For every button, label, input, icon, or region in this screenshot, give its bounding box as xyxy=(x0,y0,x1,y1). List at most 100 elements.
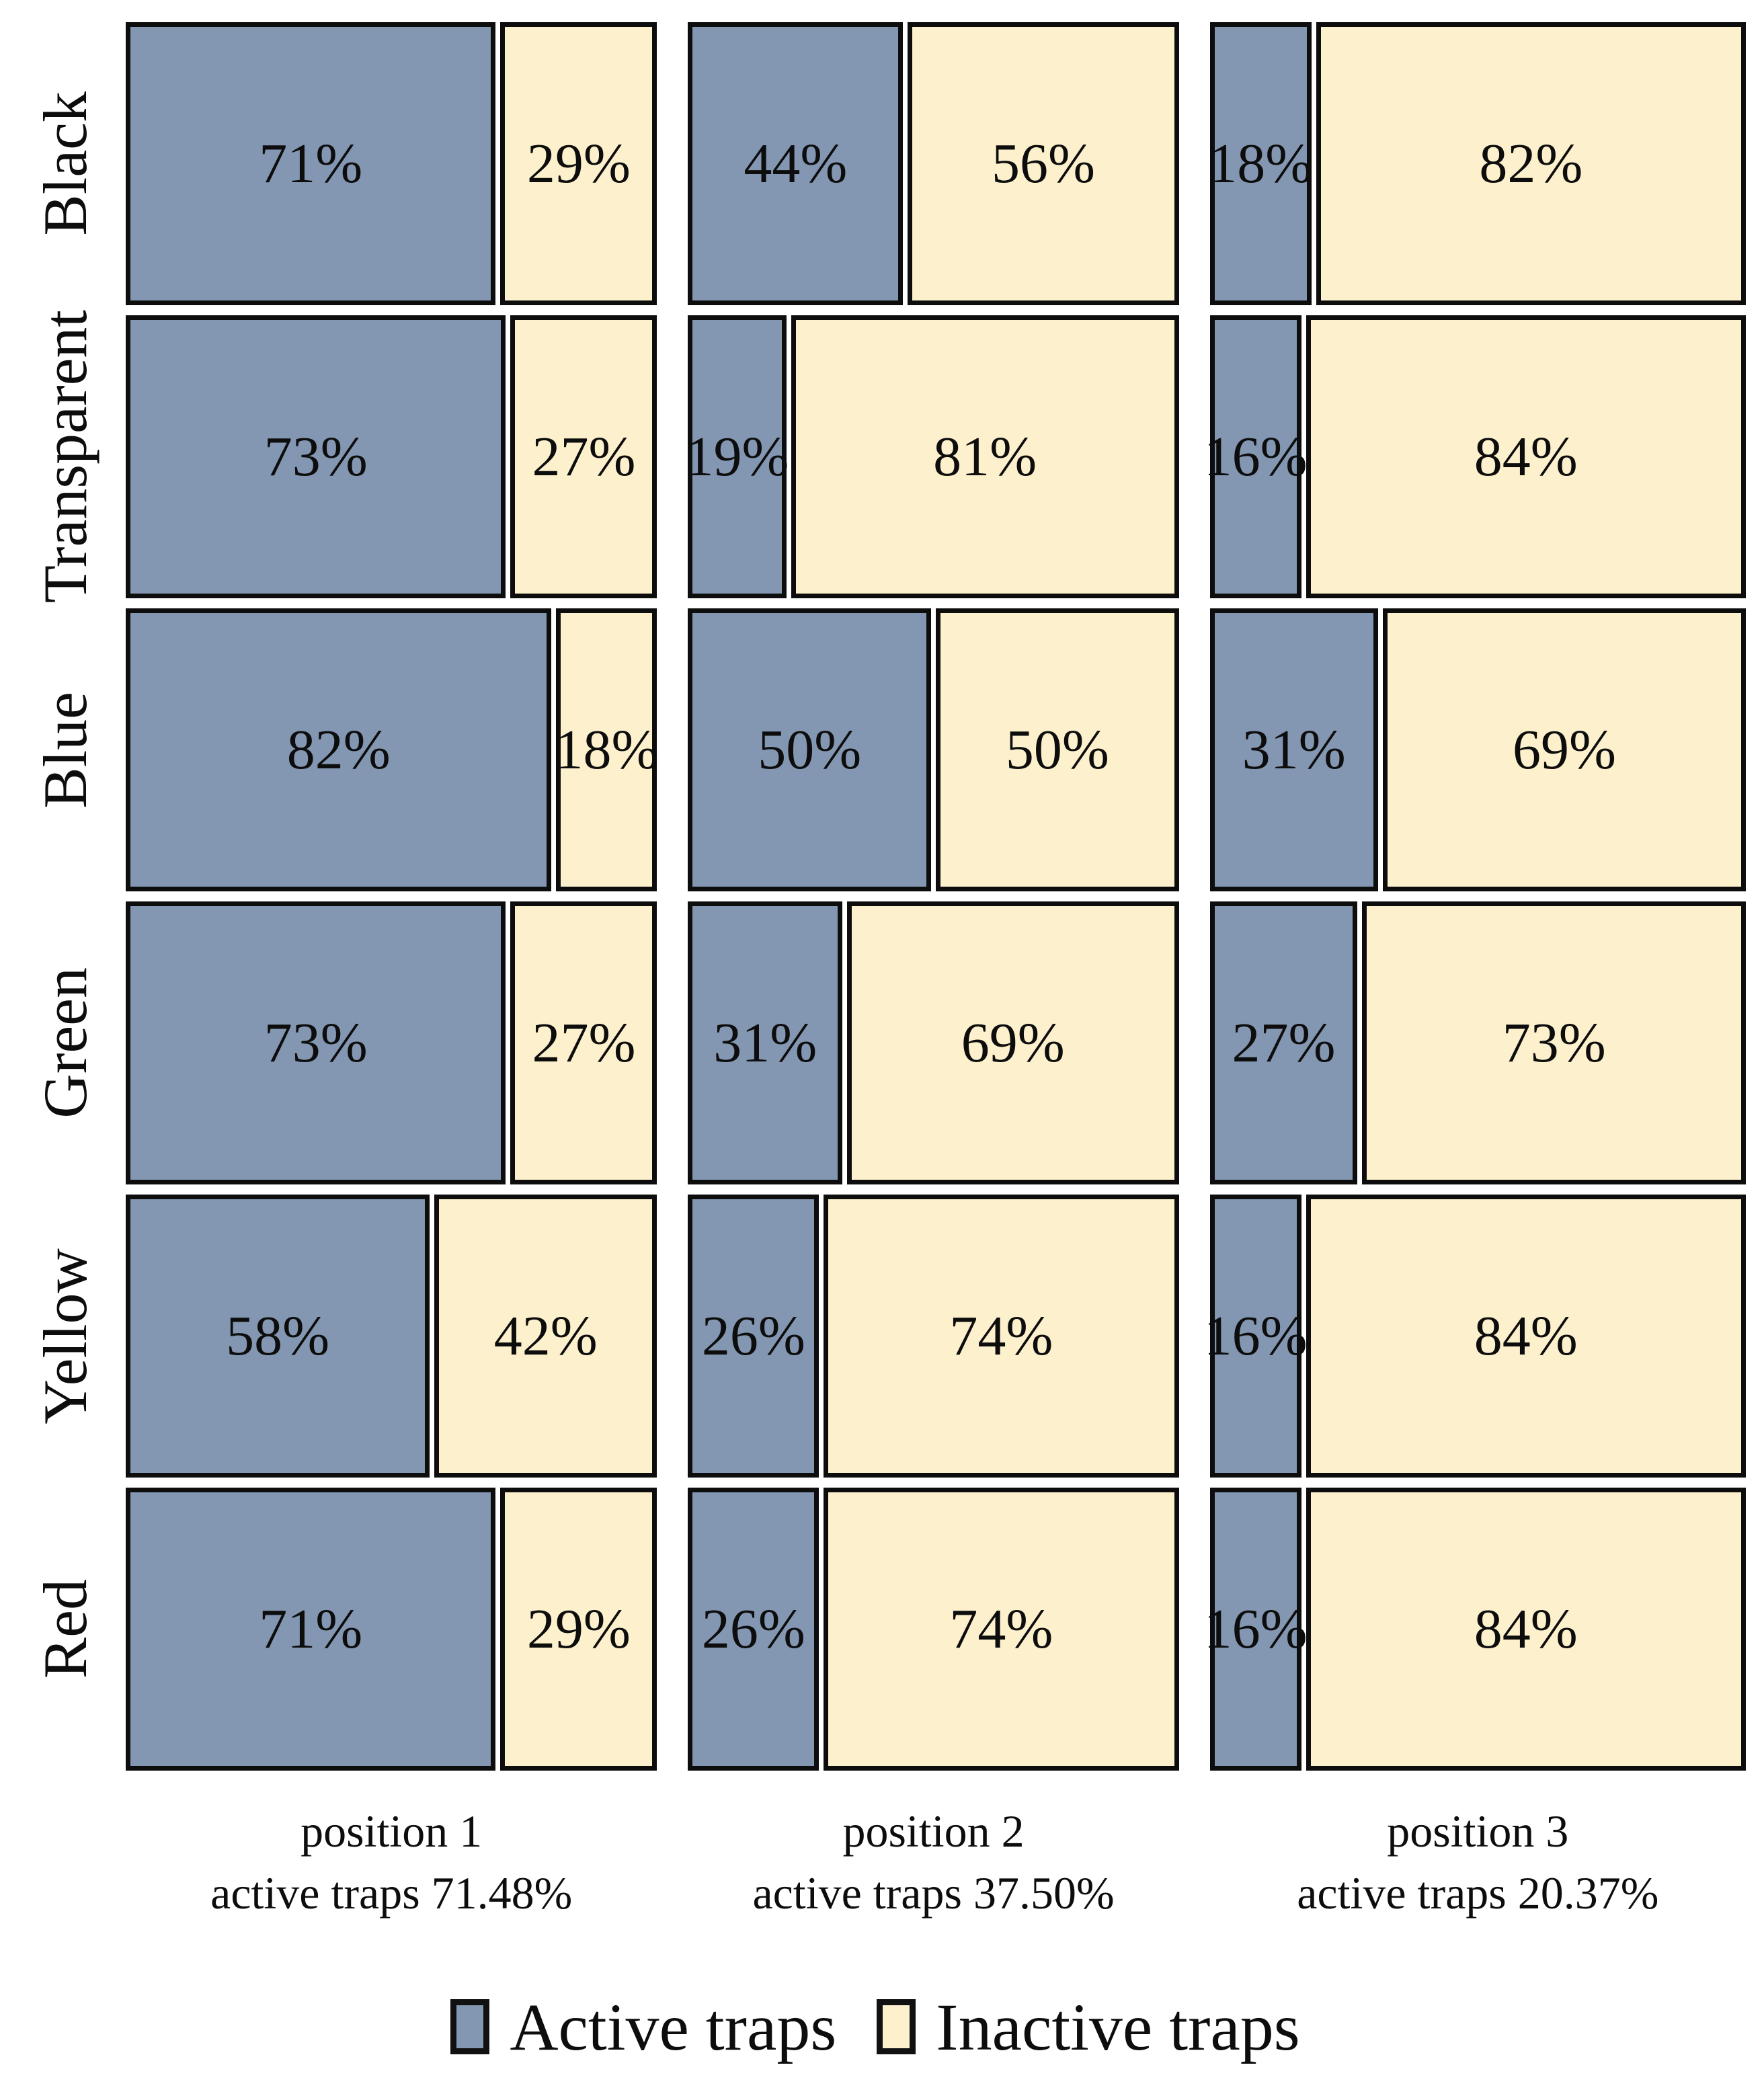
cell-transparent-pos1: 73% 27% xyxy=(126,315,657,598)
legend-swatch-icon xyxy=(450,1999,490,2055)
segment-percentage-label: 73% xyxy=(1502,1012,1606,1074)
active-segment: 26% xyxy=(688,1195,819,1478)
axis-columns: position 1 active traps 71.48% position 2 a… xyxy=(126,1801,1746,1925)
cell-transparent-pos2: 19% 81% xyxy=(685,315,1179,598)
cell-yellow-pos3: 16% 84% xyxy=(1204,1195,1746,1478)
cell-blue-pos1: 82% 18% xyxy=(126,608,659,891)
row-cells: 73% 27% 31% 69% 27% 73% xyxy=(126,901,1746,1184)
inactive-segment: 50% xyxy=(936,608,1179,891)
inactive-segment: 84% xyxy=(1306,1488,1746,1771)
inactive-segment: 74% xyxy=(824,1488,1179,1771)
segment-percentage-label: 82% xyxy=(286,719,391,781)
axis-label-position-3: position 3 active traps 20.37% xyxy=(1210,1801,1746,1925)
segment-percentage-label: 84% xyxy=(1474,1598,1578,1660)
cell-red-pos1: 71% 29% xyxy=(126,1488,657,1771)
cell-blue-pos3: 31% 69% xyxy=(1209,608,1746,891)
segment-percentage-label: 27% xyxy=(1232,1012,1336,1074)
inactive-segment: 73% xyxy=(1362,901,1746,1184)
active-segment: 16% xyxy=(1204,1488,1308,1771)
cell-red-pos2: 26% 74% xyxy=(688,1488,1179,1771)
active-segment: 71% xyxy=(126,22,496,305)
cell-green-pos3: 27% 73% xyxy=(1209,901,1746,1184)
active-segment: 31% xyxy=(688,901,842,1184)
axis-label-line1: position 3 xyxy=(1387,1806,1569,1857)
active-segment: 73% xyxy=(126,315,506,598)
active-segment: 82% xyxy=(126,608,552,891)
axis-label-line2: active traps 20.37% xyxy=(1297,1867,1659,1919)
active-segment: 58% xyxy=(126,1195,430,1478)
segment-percentage-label: 16% xyxy=(1203,1305,1308,1367)
active-segment: 50% xyxy=(688,608,932,891)
cell-black-pos2: 44% 56% xyxy=(688,22,1179,305)
segment-percentage-label: 26% xyxy=(701,1598,805,1660)
segment-percentage-label: 29% xyxy=(526,132,631,195)
x-axis-labels: position 1 active traps 71.48% position 2 a… xyxy=(5,1801,1746,1925)
cell-red-pos3: 16% 84% xyxy=(1204,1488,1746,1771)
cell-yellow-pos1: 58% 42% xyxy=(126,1195,657,1478)
row-label-red: Red xyxy=(31,1579,99,1679)
axis-spacer xyxy=(5,1801,126,1925)
segment-percentage-label: 50% xyxy=(1005,719,1109,781)
axis-label-line2: active traps 71.48% xyxy=(210,1867,573,1919)
segment-percentage-label: 82% xyxy=(1479,132,1583,195)
inactive-segment: 84% xyxy=(1306,315,1746,598)
axis-label-line1: position 1 xyxy=(300,1806,483,1857)
row-label-wrap: Yellow xyxy=(5,1195,126,1478)
axis-label-line1: position 2 xyxy=(842,1806,1025,1857)
mosaic-rows: Black 71% 29% 44% 56% 18% 82% Transparent 73% 27%… xyxy=(5,22,1746,1771)
inactive-segment: 69% xyxy=(846,901,1179,1184)
row-label-yellow: Yellow xyxy=(31,1248,99,1424)
row-label-black: Black xyxy=(31,91,99,236)
row-cells: 82% 18% 50% 50% 31% 69% xyxy=(126,608,1746,891)
segment-percentage-label: 71% xyxy=(259,1598,363,1660)
row-label-wrap: Blue xyxy=(5,608,126,891)
mosaic-row-green: Green 73% 27% 31% 69% 27% 73% xyxy=(5,901,1746,1184)
active-segment: 19% xyxy=(685,315,789,598)
segment-percentage-label: 69% xyxy=(961,1012,1065,1074)
inactive-segment: 82% xyxy=(1316,22,1746,305)
segment-percentage-label: 81% xyxy=(933,426,1037,488)
cell-green-pos1: 73% 27% xyxy=(126,901,657,1184)
segment-percentage-label: 27% xyxy=(532,426,636,488)
segment-percentage-label: 44% xyxy=(744,132,848,195)
segment-percentage-label: 18% xyxy=(555,719,659,781)
mosaic-row-red: Red 71% 29% 26% 74% 16% 84% xyxy=(5,1488,1746,1771)
legend-label: Inactive traps xyxy=(936,1989,1300,2064)
active-segment: 16% xyxy=(1204,1195,1308,1478)
cell-green-pos2: 31% 69% xyxy=(688,901,1179,1184)
row-cells: 71% 29% 44% 56% 18% 82% xyxy=(126,22,1746,305)
axis-label-position-2: position 2 active traps 37.50% xyxy=(688,1801,1178,1925)
segment-percentage-label: 73% xyxy=(264,1012,368,1074)
segment-percentage-label: 31% xyxy=(1242,719,1346,781)
row-label-green: Green xyxy=(31,967,99,1119)
inactive-segment: 27% xyxy=(510,901,657,1184)
row-cells: 71% 29% 26% 74% 16% 84% xyxy=(126,1488,1746,1771)
inactive-segment: 69% xyxy=(1382,608,1746,891)
inactive-segment: 27% xyxy=(510,315,657,598)
row-cells: 58% 42% 26% 74% 16% 84% xyxy=(126,1195,1746,1478)
segment-percentage-label: 74% xyxy=(949,1598,1053,1660)
segment-percentage-label: 16% xyxy=(1203,1598,1308,1660)
active-segment: 16% xyxy=(1204,315,1308,598)
segment-percentage-label: 29% xyxy=(526,1598,631,1660)
inactive-segment: 74% xyxy=(824,1195,1179,1478)
inactive-segment: 81% xyxy=(791,315,1179,598)
axis-label-position-1: position 1 active traps 71.48% xyxy=(126,1801,657,1925)
cell-black-pos3: 18% 82% xyxy=(1209,22,1746,305)
active-segment: 71% xyxy=(126,1488,496,1771)
legend-item-active-traps: Active traps xyxy=(450,1988,836,2066)
segment-percentage-label: 84% xyxy=(1474,426,1578,488)
inactive-segment: 84% xyxy=(1306,1195,1746,1478)
mosaic-row-transparent: Transparent 73% 27% 19% 81% 16% 84% xyxy=(5,310,1746,604)
inactive-segment: 56% xyxy=(908,22,1179,305)
active-segment: 18% xyxy=(1209,22,1312,305)
row-label-wrap: Transparent xyxy=(5,310,126,603)
cell-yellow-pos2: 26% 74% xyxy=(688,1195,1179,1478)
row-label-wrap: Green xyxy=(5,901,126,1184)
active-segment: 44% xyxy=(688,22,904,305)
active-segment: 73% xyxy=(126,901,506,1184)
legend-label: Active traps xyxy=(510,1989,837,2064)
segment-percentage-label: 73% xyxy=(264,426,368,488)
segment-percentage-label: 16% xyxy=(1203,426,1308,488)
segment-percentage-label: 19% xyxy=(685,426,789,488)
